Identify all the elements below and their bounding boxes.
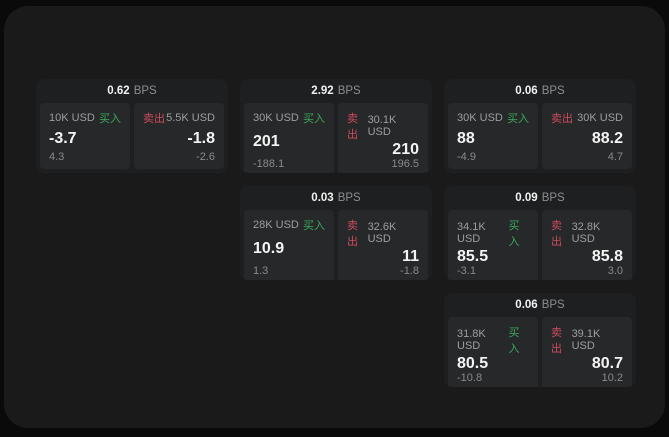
buy-size: 31.8K USD [457, 328, 486, 352]
sell-side-label: 卖出 [347, 220, 358, 248]
card-header: 0.06 BPS [444, 293, 636, 317]
sell-tile[interactable]: 卖出 30.1K USD 210 196.5 [338, 103, 428, 173]
bps-value: 0.03 [311, 192, 334, 204]
buy-tile[interactable]: 31.8K USD 买入 80.5 -10.8 [448, 317, 538, 387]
buy-price: 88 [457, 129, 475, 147]
buy-size: 10K USD [49, 112, 95, 124]
sell-size: 32.8K USD [571, 221, 601, 245]
card-header: 2.92 BPS [240, 79, 432, 103]
tiles-row: 28K USD 买入 10.9 1.3 卖出 32.6K USD 11 -1.8 [240, 210, 432, 280]
sell-delta: -1.8 [400, 265, 419, 277]
buy-price: -3.7 [49, 129, 77, 147]
buy-price: 10.9 [253, 240, 285, 257]
buy-delta: -3.1 [457, 265, 476, 277]
buy-side-label: 买入 [99, 113, 121, 125]
buy-price: 201 [253, 133, 280, 150]
card-header: 0.06 BPS [444, 79, 636, 103]
buy-size: 30K USD [253, 112, 299, 124]
buy-size: 30K USD [457, 112, 503, 124]
sell-size: 5.5K USD [166, 112, 215, 124]
bps-label: BPS [337, 192, 361, 204]
quote-card-4: 0.03 BPS 28K USD 买入 10.9 1.3 卖出 32.6K US… [240, 186, 432, 280]
sell-side-label: 卖出 [551, 327, 562, 355]
tiles-row: 31.8K USD 买入 80.5 -10.8 卖出 39.1K USD 80.… [444, 317, 636, 387]
sell-size: 39.1K USD [571, 328, 601, 352]
tiles-row: 30K USD 买入 201 -188.1 卖出 30.1K USD 210 1… [240, 103, 432, 173]
sell-size: 30.1K USD [367, 114, 397, 138]
quote-cards-grid: 0.62 BPS 10K USD 买入 -3.7 4.3 卖出 5.5K USD… [36, 79, 636, 387]
bps-value: 0.09 [515, 192, 538, 204]
quote-card-6: 0.06 BPS 31.8K USD 买入 80.5 -10.8 卖出 39.1… [444, 293, 636, 387]
sell-side-label: 卖出 [143, 113, 165, 125]
bps-value: 0.62 [107, 85, 130, 97]
quote-card-2: 2.92 BPS 30K USD 买入 201 -188.1 卖出 30.1K … [240, 79, 432, 173]
sell-tile[interactable]: 卖出 32.6K USD 11 -1.8 [338, 210, 428, 280]
card-header: 0.62 BPS [36, 79, 228, 103]
buy-delta: 1.3 [253, 265, 269, 277]
sell-delta: 10.2 [601, 372, 623, 384]
sell-size: 32.6K USD [367, 221, 397, 245]
buy-side-label: 买入 [508, 327, 520, 355]
sell-tile[interactable]: 卖出 39.1K USD 80.7 10.2 [542, 317, 632, 387]
bps-value: 0.06 [515, 299, 538, 311]
sell-price: 11 [402, 248, 419, 265]
card-header: 0.03 BPS [240, 186, 432, 210]
quote-card-1: 0.62 BPS 10K USD 买入 -3.7 4.3 卖出 5.5K USD… [36, 79, 228, 173]
sell-side-label: 卖出 [347, 113, 358, 141]
buy-size: 34.1K USD [457, 221, 486, 245]
bps-label: BPS [541, 85, 565, 97]
bps-label: BPS [337, 85, 361, 97]
buy-tile[interactable]: 34.1K USD 买入 85.5 -3.1 [448, 210, 538, 280]
buy-delta: -188.1 [253, 158, 285, 170]
quote-card-3: 0.06 BPS 30K USD 买入 88 -4.9 卖出 30K USD 8… [444, 79, 636, 173]
bps-value: 2.92 [311, 85, 334, 97]
sell-delta: -2.6 [196, 151, 215, 163]
buy-side-label: 买入 [507, 113, 529, 125]
bps-value: 0.06 [515, 85, 538, 97]
buy-delta: 4.3 [49, 151, 65, 163]
buy-tile[interactable]: 30K USD 买入 201 -188.1 [244, 103, 334, 173]
sell-price: 85.8 [591, 248, 623, 265]
buy-size: 28K USD [253, 219, 299, 231]
buy-price: 80.5 [457, 355, 489, 372]
sell-price: 88.2 [591, 129, 623, 147]
sell-delta: 196.5 [391, 158, 419, 170]
sell-size: 30K USD [577, 112, 623, 124]
sell-tile[interactable]: 卖出 5.5K USD -1.8 -2.6 [134, 103, 224, 169]
sell-delta: 3.0 [607, 265, 623, 277]
bps-label: BPS [133, 85, 157, 97]
sell-tile[interactable]: 卖出 32.8K USD 85.8 3.0 [542, 210, 632, 280]
tiles-row: 30K USD 买入 88 -4.9 卖出 30K USD 88.2 4.7 [444, 103, 636, 173]
sell-side-label: 卖出 [551, 220, 562, 248]
quote-card-5: 0.09 BPS 34.1K USD 买入 85.5 -3.1 卖出 32.8K… [444, 186, 636, 280]
sell-price: -1.8 [187, 129, 215, 147]
tiles-row: 34.1K USD 买入 85.5 -3.1 卖出 32.8K USD 85.8… [444, 210, 636, 280]
buy-side-label: 买入 [303, 113, 325, 125]
sell-side-label: 卖出 [551, 113, 573, 125]
buy-delta: -4.9 [457, 151, 476, 163]
buy-price: 85.5 [457, 248, 489, 265]
buy-delta: -10.8 [457, 372, 483, 384]
tiles-row: 10K USD 买入 -3.7 4.3 卖出 5.5K USD -1.8 -2.… [36, 103, 228, 173]
sell-delta: 4.7 [607, 151, 623, 163]
bps-label: BPS [541, 192, 565, 204]
buy-side-label: 买入 [303, 220, 325, 232]
card-header: 0.09 BPS [444, 186, 636, 210]
buy-tile[interactable]: 10K USD 买入 -3.7 4.3 [40, 103, 130, 169]
buy-side-label: 买入 [508, 220, 520, 248]
sell-tile[interactable]: 卖出 30K USD 88.2 4.7 [542, 103, 632, 169]
buy-tile[interactable]: 28K USD 买入 10.9 1.3 [244, 210, 334, 280]
buy-tile[interactable]: 30K USD 买入 88 -4.9 [448, 103, 538, 169]
sell-price: 80.7 [591, 355, 623, 372]
bps-label: BPS [541, 299, 565, 311]
sell-price: 210 [392, 141, 419, 158]
